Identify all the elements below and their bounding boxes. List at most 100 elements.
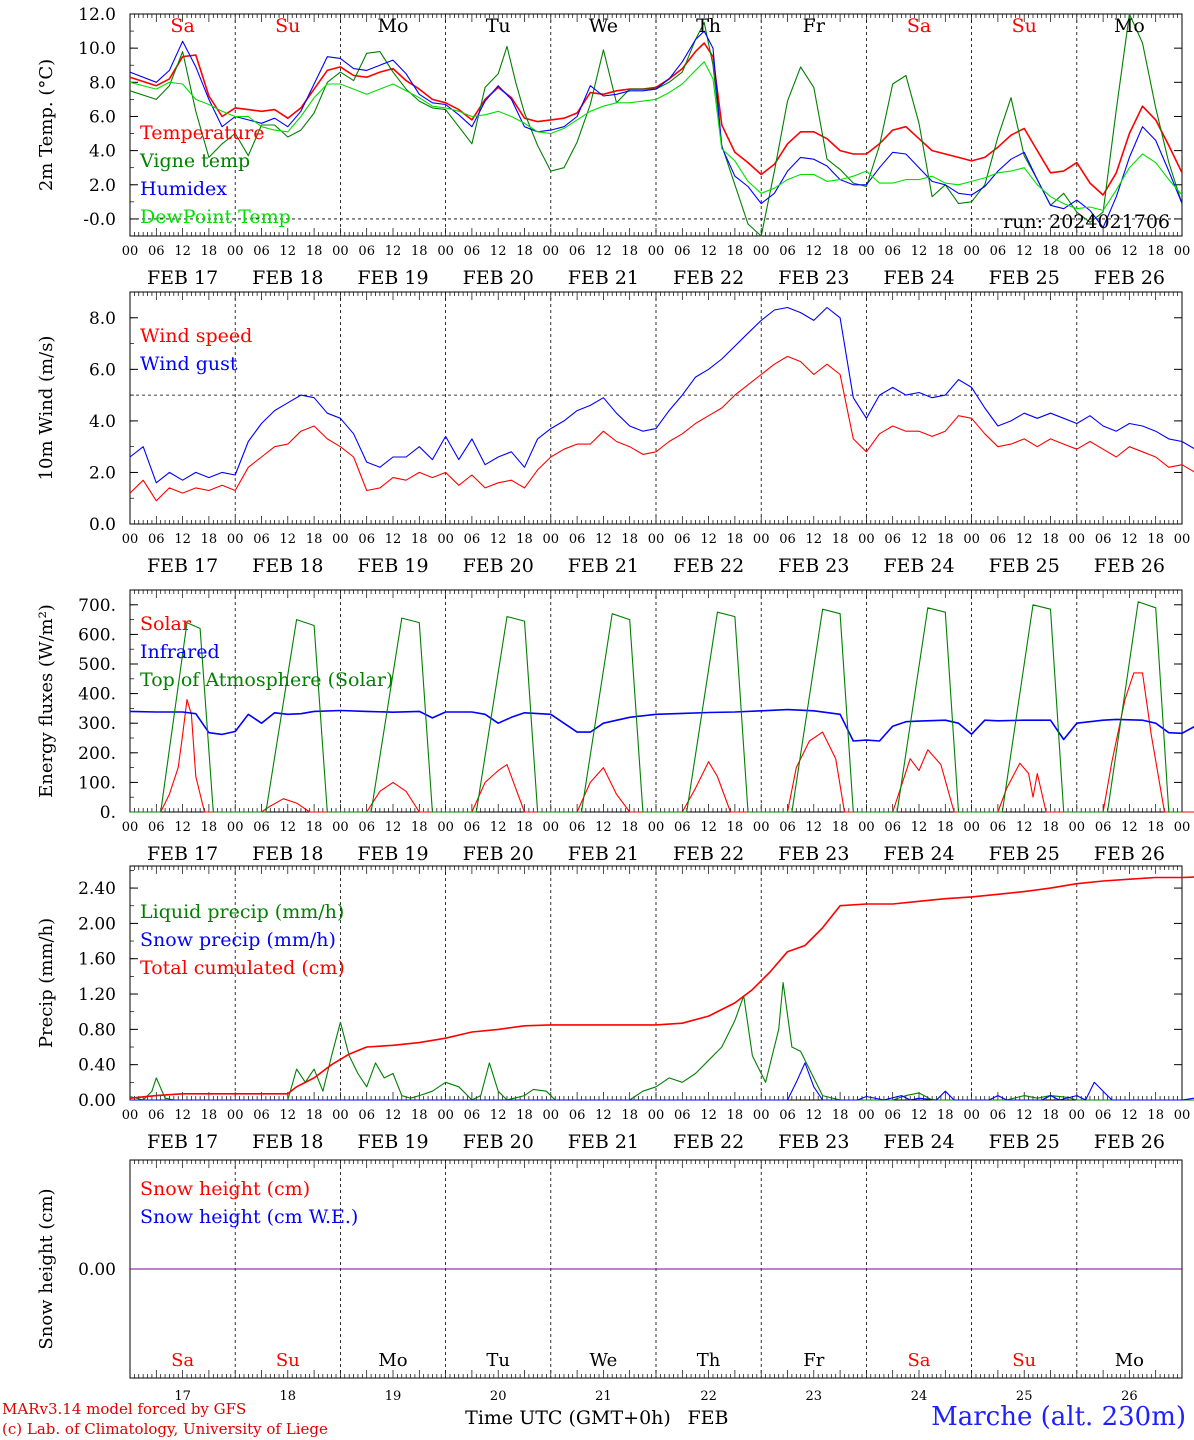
hour-label: 12 xyxy=(911,532,928,547)
hour-label: 18 xyxy=(516,532,533,547)
series-line-3 xyxy=(129,876,1194,1099)
y-tick-label: 6.0 xyxy=(89,107,116,127)
hour-label: 06 xyxy=(358,1108,375,1123)
hour-label: 06 xyxy=(148,820,165,835)
hour-label: 18 xyxy=(727,820,744,835)
hour-label: 06 xyxy=(569,1108,586,1123)
weekday-label: Su xyxy=(275,15,300,37)
hour-label: 06 xyxy=(358,244,375,259)
hour-label: 06 xyxy=(1095,820,1112,835)
y-tick-label: 2.0 xyxy=(89,463,116,483)
hour-label: 00 xyxy=(1069,820,1086,835)
hour-label: 12 xyxy=(1016,1108,1033,1123)
y-tick-label: 2.40 xyxy=(78,879,116,899)
legend-entry: Liquid precip (mm/h) xyxy=(140,901,344,923)
hour-label: 06 xyxy=(253,820,270,835)
hour-label: 18 xyxy=(937,532,954,547)
weekday-label: Sa xyxy=(171,1350,194,1371)
hour-label: 12 xyxy=(490,532,507,547)
date-label: FEB 22 xyxy=(673,843,744,865)
hour-label: 00 xyxy=(753,820,770,835)
hour-label: 06 xyxy=(569,244,586,259)
hour-label: 00 xyxy=(753,244,770,259)
hour-label: 00 xyxy=(858,1108,875,1123)
hour-label: 06 xyxy=(569,532,586,547)
hour-label: 00 xyxy=(1069,1108,1086,1123)
model-credit: MARv3.14 model forced by GFS xyxy=(2,1400,247,1418)
date-label: FEB 19 xyxy=(357,843,428,865)
hour-label: 18 xyxy=(306,532,323,547)
hour-label: 06 xyxy=(884,1108,901,1123)
date-label: FEB 25 xyxy=(989,1131,1060,1153)
hour-label: 00 xyxy=(648,1108,665,1123)
date-label: FEB 26 xyxy=(1094,843,1165,865)
hour-label: 18 xyxy=(832,820,849,835)
y-tick-label: 500. xyxy=(78,655,116,675)
date-label: FEB 22 xyxy=(673,267,744,289)
date-label: FEB 17 xyxy=(147,267,218,289)
day-number: 23 xyxy=(806,1389,823,1404)
hour-label: 18 xyxy=(1042,532,1059,547)
hour-label: 06 xyxy=(148,244,165,259)
hour-label: 12 xyxy=(1121,532,1138,547)
y-tick-label: 200. xyxy=(78,744,116,764)
date-label: FEB 19 xyxy=(357,1131,428,1153)
hour-label: 00 xyxy=(1069,244,1086,259)
station-name: Marche (alt. 230m) xyxy=(931,1402,1186,1432)
legend-entry: Wind gust xyxy=(140,353,238,375)
y-tick-label: 8.0 xyxy=(89,73,116,93)
hour-label: 18 xyxy=(832,244,849,259)
hour-label: 00 xyxy=(1174,1108,1191,1123)
hour-label: 12 xyxy=(174,532,191,547)
hour-label: 00 xyxy=(122,244,139,259)
hour-label: 06 xyxy=(253,244,270,259)
hour-label: 12 xyxy=(1121,1108,1138,1123)
date-label: FEB 18 xyxy=(252,555,323,577)
hour-label: 00 xyxy=(753,1108,770,1123)
hour-label: 12 xyxy=(806,1108,823,1123)
hour-label: 12 xyxy=(280,532,297,547)
hour-label: 00 xyxy=(858,532,875,547)
y-tick-label: 2.00 xyxy=(78,914,116,934)
date-label: FEB 19 xyxy=(357,555,428,577)
hour-label: 12 xyxy=(490,1108,507,1123)
date-label: FEB 19 xyxy=(357,267,428,289)
hour-label: 18 xyxy=(621,532,638,547)
hour-label: 18 xyxy=(727,244,744,259)
y-tick-label: 12.0 xyxy=(78,5,116,25)
y-tick-label: 700. xyxy=(78,596,116,616)
day-number: 20 xyxy=(490,1389,507,1404)
y-axis-title: 10m Wind (m/s) xyxy=(36,336,57,481)
hour-label: 06 xyxy=(1095,1108,1112,1123)
hour-label: 00 xyxy=(122,532,139,547)
legend-entry: Snow precip (mm/h) xyxy=(140,929,336,951)
hour-label: 06 xyxy=(148,1108,165,1123)
hour-label: 00 xyxy=(227,820,244,835)
hour-label: 12 xyxy=(490,820,507,835)
hour-label: 00 xyxy=(1174,532,1191,547)
hour-label: 00 xyxy=(963,1108,980,1123)
hour-label: 12 xyxy=(385,532,402,547)
hour-label: 12 xyxy=(595,532,612,547)
series-line-1 xyxy=(129,355,1194,502)
hour-label: 00 xyxy=(332,532,349,547)
legend-entry: Snow height (cm W.E.) xyxy=(140,1206,358,1228)
weekday-label: Mo xyxy=(1115,1350,1144,1371)
day-number: 19 xyxy=(385,1389,402,1404)
hour-label: 12 xyxy=(174,1108,191,1123)
date-label: FEB 26 xyxy=(1094,1131,1165,1153)
day-number: 24 xyxy=(911,1389,928,1404)
hour-label: 06 xyxy=(253,532,270,547)
y-tick-label: 2.0 xyxy=(89,176,116,196)
legend-entry: Snow height (cm) xyxy=(140,1178,310,1200)
y-axis-title: 2m Temp. (°C) xyxy=(36,59,57,191)
y-tick-label: 6.0 xyxy=(89,360,116,380)
weekday-label: Mo xyxy=(378,15,409,37)
legend-entry: Top of Atmosphere (Solar) xyxy=(140,669,393,691)
y-axis-title: Snow height (cm) xyxy=(36,1188,57,1349)
hour-label: 18 xyxy=(201,532,218,547)
date-label: FEB 23 xyxy=(778,843,849,865)
hour-label: 18 xyxy=(832,1108,849,1123)
hour-label: 00 xyxy=(332,820,349,835)
